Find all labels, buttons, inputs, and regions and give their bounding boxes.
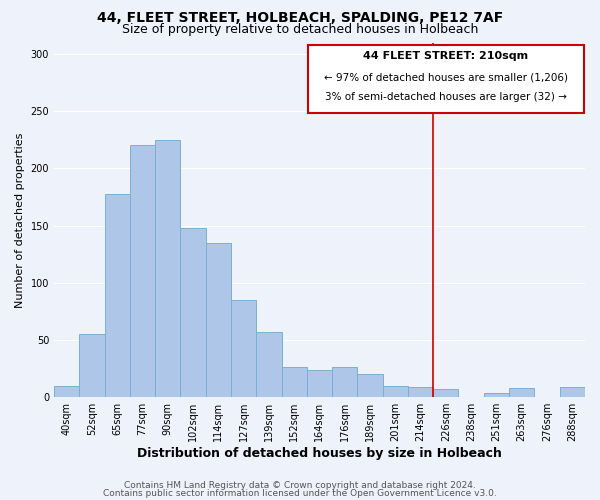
Bar: [484, 392, 509, 397]
Bar: [79, 334, 104, 397]
Bar: [181, 228, 206, 397]
Text: 44 FLEET STREET: 210sqm: 44 FLEET STREET: 210sqm: [363, 50, 529, 60]
Bar: [281, 368, 307, 397]
Y-axis label: Number of detached properties: Number of detached properties: [15, 132, 25, 308]
Bar: [560, 387, 585, 397]
Bar: [130, 146, 155, 397]
Bar: [307, 370, 332, 397]
Bar: [383, 386, 408, 397]
Text: 44, FLEET STREET, HOLBEACH, SPALDING, PE12 7AF: 44, FLEET STREET, HOLBEACH, SPALDING, PE…: [97, 11, 503, 25]
Bar: [358, 374, 383, 397]
Bar: [206, 242, 231, 397]
Bar: [256, 332, 281, 397]
Text: Contains HM Land Registry data © Crown copyright and database right 2024.: Contains HM Land Registry data © Crown c…: [124, 482, 476, 490]
X-axis label: Distribution of detached houses by size in Holbeach: Distribution of detached houses by size …: [137, 447, 502, 460]
Text: ← 97% of detached houses are smaller (1,206): ← 97% of detached houses are smaller (1,…: [324, 72, 568, 82]
Bar: [104, 194, 130, 397]
Text: Size of property relative to detached houses in Holbeach: Size of property relative to detached ho…: [122, 22, 478, 36]
Text: 3% of semi-detached houses are larger (32) →: 3% of semi-detached houses are larger (3…: [325, 92, 567, 102]
Bar: [308, 45, 584, 114]
Bar: [332, 368, 358, 397]
Bar: [231, 300, 256, 397]
Bar: [54, 386, 79, 397]
Bar: [433, 389, 458, 397]
Bar: [408, 387, 433, 397]
Bar: [155, 140, 181, 397]
Bar: [509, 388, 534, 397]
Text: Contains public sector information licensed under the Open Government Licence v3: Contains public sector information licen…: [103, 490, 497, 498]
